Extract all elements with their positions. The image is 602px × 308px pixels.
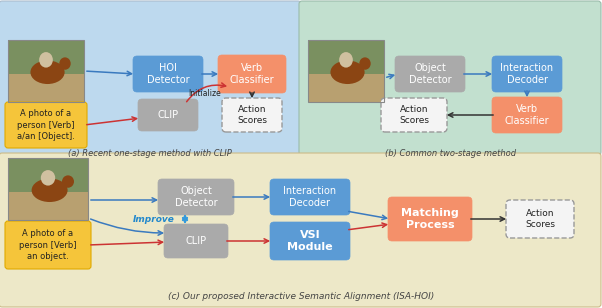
Ellipse shape: [60, 57, 70, 70]
FancyBboxPatch shape: [492, 97, 562, 133]
FancyBboxPatch shape: [218, 55, 286, 93]
Ellipse shape: [31, 60, 64, 84]
Text: VSI
Module: VSI Module: [287, 230, 333, 252]
FancyBboxPatch shape: [138, 99, 198, 131]
Bar: [308, 74, 384, 102]
Ellipse shape: [62, 175, 74, 188]
Bar: [8, 192, 88, 220]
Ellipse shape: [359, 57, 371, 70]
Ellipse shape: [330, 60, 365, 84]
FancyBboxPatch shape: [270, 179, 350, 215]
FancyBboxPatch shape: [506, 200, 574, 238]
Text: Interaction
Decoder: Interaction Decoder: [284, 186, 337, 208]
FancyBboxPatch shape: [158, 179, 234, 215]
FancyBboxPatch shape: [381, 98, 447, 132]
FancyBboxPatch shape: [5, 102, 87, 148]
Text: (b) Common two-stage method: (b) Common two-stage method: [385, 149, 517, 158]
Ellipse shape: [41, 170, 55, 186]
Text: Action
Scores: Action Scores: [525, 209, 555, 229]
FancyBboxPatch shape: [222, 98, 282, 132]
FancyBboxPatch shape: [299, 1, 601, 155]
Bar: [8, 74, 84, 102]
Text: Verb
Classifier: Verb Classifier: [230, 63, 275, 85]
Ellipse shape: [31, 178, 67, 202]
Text: HOI
Detector: HOI Detector: [147, 63, 189, 85]
Text: Improve: Improve: [133, 216, 175, 225]
Text: A photo of a
person [Verb]
a/an [Object].: A photo of a person [Verb] a/an [Object]…: [17, 109, 75, 140]
Text: Object
Detector: Object Detector: [409, 63, 452, 85]
Text: A photo of a
person [Verb]
an object.: A photo of a person [Verb] an object.: [19, 229, 76, 261]
Bar: [308, 40, 384, 102]
Bar: [8, 158, 88, 192]
Text: (c) Our proposed Interactive Semantic Alignment (ISA-HOI): (c) Our proposed Interactive Semantic Al…: [168, 292, 434, 301]
FancyBboxPatch shape: [395, 56, 465, 92]
Text: Action
Scores: Action Scores: [399, 105, 429, 125]
Text: Interaction
Decoder: Interaction Decoder: [500, 63, 554, 85]
Text: Matching
Process: Matching Process: [401, 208, 459, 230]
FancyBboxPatch shape: [388, 197, 472, 241]
Text: CLIP: CLIP: [158, 110, 179, 120]
Bar: [308, 40, 384, 74]
Text: Object
Detector: Object Detector: [175, 186, 217, 208]
Text: (a) Recent one-stage method with CLIP: (a) Recent one-stage method with CLIP: [68, 149, 232, 158]
FancyBboxPatch shape: [0, 153, 601, 307]
FancyBboxPatch shape: [133, 56, 203, 92]
FancyBboxPatch shape: [164, 224, 228, 258]
Bar: [8, 158, 88, 220]
FancyBboxPatch shape: [492, 56, 562, 92]
Text: Initialize: Initialize: [188, 88, 222, 98]
Ellipse shape: [339, 52, 353, 67]
Text: Action
Scores: Action Scores: [237, 105, 267, 125]
Text: Verb
Classifier: Verb Classifier: [504, 104, 549, 126]
Bar: [8, 40, 84, 74]
FancyBboxPatch shape: [0, 1, 301, 155]
Ellipse shape: [39, 52, 53, 67]
Bar: [8, 40, 84, 102]
FancyBboxPatch shape: [270, 222, 350, 260]
FancyBboxPatch shape: [5, 221, 91, 269]
Text: CLIP: CLIP: [185, 236, 206, 246]
